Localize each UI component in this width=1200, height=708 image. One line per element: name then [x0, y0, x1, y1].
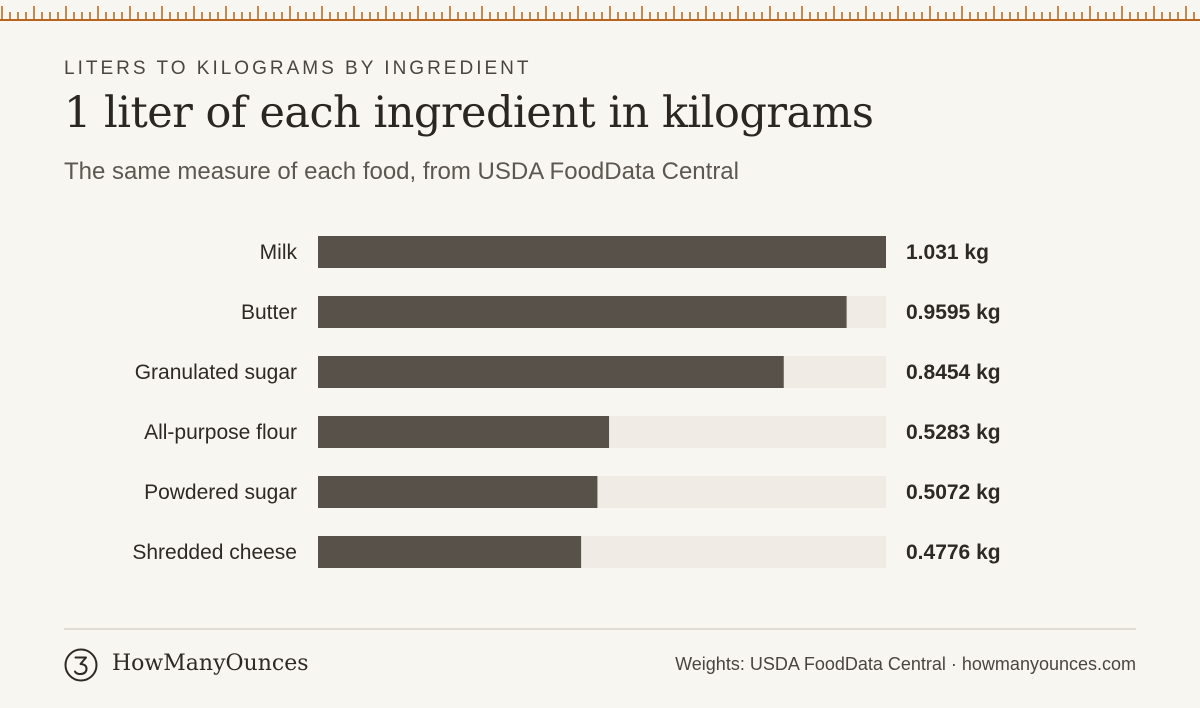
category-label: Butter: [241, 301, 297, 324]
bar-row: Butter 0.9595 kg: [241, 296, 1001, 328]
value-label: 1.031 kg: [906, 241, 989, 264]
bar: [318, 536, 582, 568]
bar-row: Granulated sugar 0.8454 kg: [135, 356, 1001, 388]
category-label: Powdered sugar: [144, 481, 297, 504]
value-label: 0.8454 kg: [906, 361, 1001, 384]
bar-chart: Milk 1.031 kg Butter 0.9595 kg Granulated su…: [132, 236, 1001, 568]
bar: [318, 476, 598, 508]
value-label: 0.4776 kg: [906, 541, 1001, 564]
bar: [318, 356, 784, 388]
footer-divider: [64, 628, 1136, 630]
category-label: Milk: [260, 241, 298, 264]
value-label: 0.9595 kg: [906, 301, 1001, 324]
chart-kicker: LITERS TO KILOGRAMS BY INGREDIENT: [64, 58, 532, 79]
bar: [318, 416, 610, 448]
number-3-circle-icon: [64, 648, 98, 682]
bar-row: Milk 1.031 kg: [260, 236, 989, 268]
chart-title: 1 liter of each ingredient in kilograms: [64, 88, 874, 138]
bar-row: Powdered sugar 0.5072 kg: [144, 476, 1001, 508]
bar: [318, 236, 886, 268]
value-label: 0.5283 kg: [906, 421, 1001, 444]
ruler-decoration: [0, 6, 1200, 21]
category-label: All-purpose flour: [144, 421, 297, 444]
category-label: Shredded cheese: [132, 541, 297, 564]
bar-row: Shredded cheese 0.4776 kg: [132, 536, 1001, 568]
bar-row: All-purpose flour 0.5283 kg: [144, 416, 1001, 448]
category-label: Granulated sugar: [135, 361, 297, 384]
bar: [318, 296, 847, 328]
source-credit: Weights: USDA FoodData Central · howmany…: [675, 654, 1136, 674]
brand-name: HowManyOunces: [112, 651, 309, 676]
chart-subtitle: The same measure of each food, from USDA…: [64, 158, 739, 185]
value-label: 0.5072 kg: [906, 481, 1001, 504]
